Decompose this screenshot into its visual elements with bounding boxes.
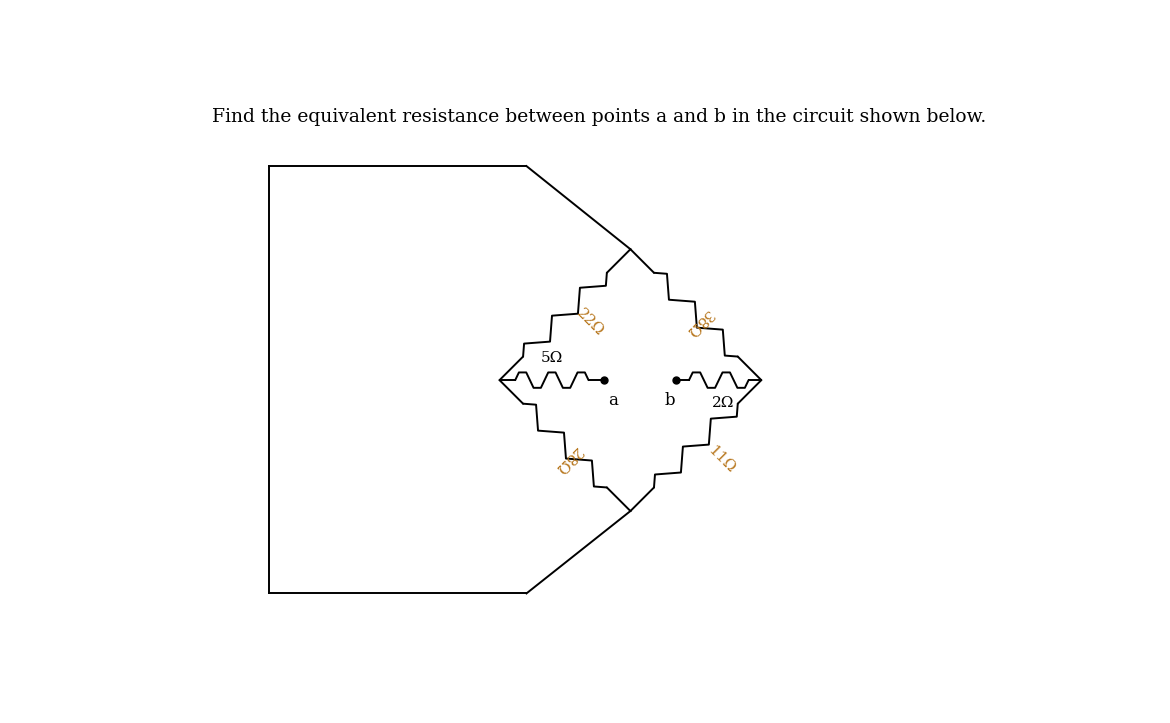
- Text: 38Ω: 38Ω: [682, 307, 715, 339]
- Text: 5Ω: 5Ω: [541, 351, 563, 364]
- Text: 11Ω: 11Ω: [704, 444, 737, 476]
- Text: 2Ω: 2Ω: [711, 395, 734, 409]
- Text: 28Ω: 28Ω: [551, 444, 584, 476]
- Text: Find the equivalent resistance between points a and b in the circuit shown below: Find the equivalent resistance between p…: [213, 108, 986, 127]
- Text: b: b: [665, 393, 675, 409]
- Text: 22Ω: 22Ω: [574, 307, 606, 339]
- Text: a: a: [608, 393, 618, 409]
